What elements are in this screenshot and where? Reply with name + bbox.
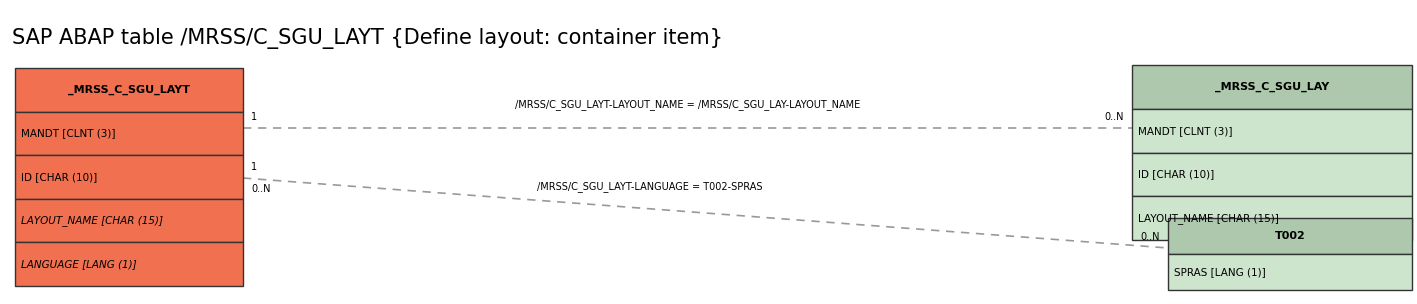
Text: 1: 1	[251, 162, 256, 172]
Text: _MRSS_C_SGU_LAY: _MRSS_C_SGU_LAY	[1214, 82, 1329, 92]
Text: ID [CHAR (10)]: ID [CHAR (10)]	[21, 172, 98, 182]
FancyBboxPatch shape	[16, 242, 242, 286]
FancyBboxPatch shape	[1168, 254, 1411, 290]
Text: SAP ABAP table /MRSS/C_SGU_LAYT {Define layout: container item}: SAP ABAP table /MRSS/C_SGU_LAYT {Define …	[11, 28, 723, 49]
FancyBboxPatch shape	[16, 112, 242, 155]
FancyBboxPatch shape	[16, 199, 242, 242]
Text: LAYOUT_NAME [CHAR (15)]: LAYOUT_NAME [CHAR (15)]	[1138, 213, 1280, 223]
Text: 0..N: 0..N	[251, 184, 271, 194]
Text: /MRSS/C_SGU_LAYT-LAYOUT_NAME = /MRSS/C_SGU_LAY-LAYOUT_NAME: /MRSS/C_SGU_LAYT-LAYOUT_NAME = /MRSS/C_S…	[514, 99, 860, 110]
Text: ID [CHAR (10)]: ID [CHAR (10)]	[1138, 169, 1214, 179]
FancyBboxPatch shape	[16, 155, 242, 199]
Text: T002: T002	[1275, 231, 1305, 241]
Text: LAYOUT_NAME [CHAR (15)]: LAYOUT_NAME [CHAR (15)]	[21, 215, 163, 226]
Text: SPRAS [LANG (1)]: SPRAS [LANG (1)]	[1175, 267, 1265, 277]
Text: _MRSS_C_SGU_LAYT: _MRSS_C_SGU_LAYT	[68, 85, 190, 95]
FancyBboxPatch shape	[1132, 109, 1411, 153]
FancyBboxPatch shape	[16, 68, 242, 112]
FancyBboxPatch shape	[1168, 218, 1411, 254]
Text: 0..N: 0..N	[1141, 232, 1161, 242]
Text: LANGUAGE [LANG (1)]: LANGUAGE [LANG (1)]	[21, 259, 136, 269]
Text: MANDT [CLNT (3)]: MANDT [CLNT (3)]	[21, 128, 116, 138]
FancyBboxPatch shape	[1132, 153, 1411, 196]
FancyBboxPatch shape	[1132, 65, 1411, 109]
Text: MANDT [CLNT (3)]: MANDT [CLNT (3)]	[1138, 126, 1233, 136]
Text: 0..N: 0..N	[1104, 112, 1124, 122]
FancyBboxPatch shape	[1132, 196, 1411, 240]
Text: 1: 1	[251, 112, 256, 122]
Text: /MRSS/C_SGU_LAYT-LANGUAGE = T002-SPRAS: /MRSS/C_SGU_LAYT-LANGUAGE = T002-SPRAS	[537, 181, 762, 192]
